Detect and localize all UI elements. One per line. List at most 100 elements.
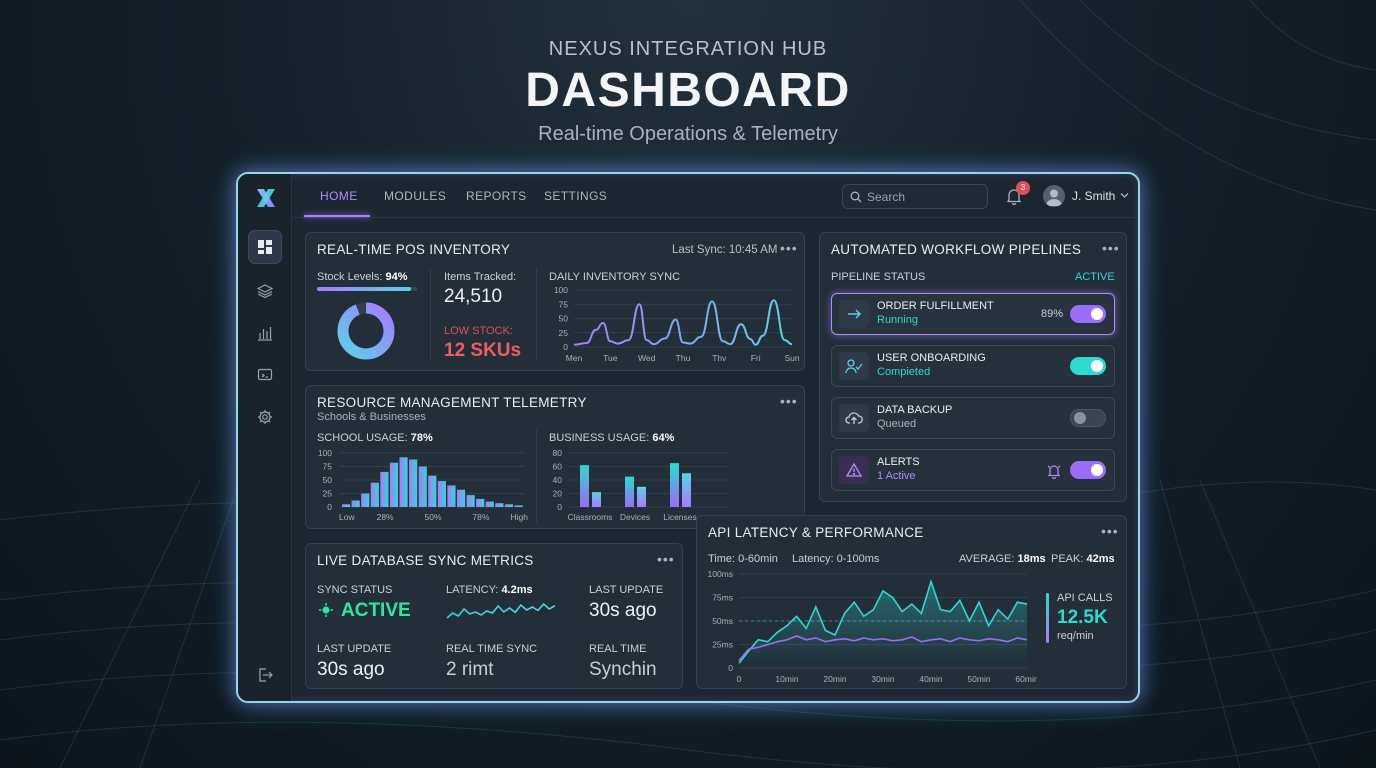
school-usage-bar (485, 501, 494, 507)
pipelines-more-button[interactable]: ••• (1102, 240, 1120, 256)
toggle-alerts[interactable] (1070, 461, 1106, 479)
x-tick-label: Tue (603, 353, 618, 363)
resource-subtitle: Schools & Businesses (317, 411, 426, 423)
business-usage: BUSINESS USAGE: 64% (549, 432, 674, 444)
pipeline-status: 1 Active (877, 470, 916, 482)
arrow-right-icon (848, 309, 862, 319)
school-usage-bar (476, 498, 485, 507)
x-tick-label: 10min (775, 674, 798, 684)
layers-icon (257, 284, 273, 299)
stock-donut (337, 302, 395, 360)
school-usage-bar (361, 493, 370, 507)
daily-sync-title: DAILY INVENTORY SYNC (549, 271, 681, 283)
pos-title: REAL-TIME POS INVENTORY (317, 242, 511, 257)
last-update-value: 30s ago (589, 600, 657, 621)
business-usage-bar (580, 465, 589, 507)
stock-progress-track (317, 287, 417, 291)
search-box[interactable] (842, 184, 988, 209)
avatar[interactable] (1043, 185, 1065, 207)
sidebar-reports-button[interactable] (248, 316, 282, 350)
hero-title: DASHBOARD (525, 64, 851, 117)
pipeline-order-fulfillment[interactable]: ORDER FULFILLMENT Running 89% (831, 293, 1115, 335)
sync-active-icon (319, 603, 333, 617)
x-tick-label: 30min (871, 674, 894, 684)
x-tick-label: High (510, 512, 528, 522)
api-more-button[interactable]: ••• (1101, 523, 1119, 539)
notification-badge: 3 (1016, 181, 1030, 195)
y-tick-label: 50 (559, 314, 569, 324)
x-tick-label: 40min (919, 674, 942, 684)
search-input[interactable] (867, 188, 977, 205)
alert-bell-icon[interactable] (1046, 463, 1062, 479)
sidebar-logout-button[interactable] (248, 658, 282, 692)
business-usage-bar (670, 463, 679, 507)
y-tick-label: 50 (323, 475, 333, 485)
toggle-data-backup[interactable] (1070, 409, 1106, 427)
pipeline-name: USER ONBOARDING (877, 352, 986, 364)
y-tick-label: 75ms (712, 593, 733, 603)
x-tick-label: Licenses (663, 512, 697, 522)
db-latency-line (446, 602, 556, 619)
api-peak-value: 42ms (1086, 553, 1115, 565)
x-tick-label: Wed (638, 353, 656, 363)
y-tick-label: 75 (559, 299, 569, 309)
x-tick-label: Low (339, 512, 355, 522)
user-name[interactable]: J. Smith (1072, 189, 1116, 203)
y-tick-label: 60 (553, 462, 563, 472)
y-tick-label: 100 (554, 285, 568, 295)
hero-super: NEXUS INTEGRATION HUB (548, 38, 828, 60)
last-sync: Last Sync: 10:45 AM (672, 244, 778, 256)
toggle-user-onboarding[interactable] (1070, 357, 1106, 375)
tab-settings[interactable]: SETTINGS (544, 189, 608, 203)
api-average-line (738, 635, 1028, 661)
school-usage-bar (428, 475, 437, 507)
tab-modules[interactable]: MODULES (384, 189, 447, 203)
pipelines-title: AUTOMATED WORKFLOW PIPELINES (831, 242, 1082, 257)
gear-icon (258, 410, 272, 424)
x-tick-label: Classrooms (568, 512, 613, 522)
pipeline-data-backup[interactable]: DATA BACKUP Queued (831, 397, 1115, 439)
resource-more-button[interactable]: ••• (780, 393, 798, 409)
dashboard-icon (258, 240, 272, 254)
sidebar-monitor-button[interactable] (248, 358, 282, 392)
cloud-upload-icon (845, 412, 863, 424)
pipeline-user-onboarding[interactable]: USER ONBOARDING Compieted (831, 345, 1115, 387)
hero-subtitle: Real-time Operations & Telemetry (538, 123, 838, 145)
pipeline-status: Queued (877, 418, 917, 430)
tab-home[interactable]: HOME (320, 189, 358, 203)
pos-more-button[interactable]: ••• (780, 240, 798, 256)
sidebar-layers-button[interactable] (248, 274, 282, 308)
logo-icon[interactable] (254, 186, 278, 210)
database-sync-card: LIVE DATABASE SYNC METRICS ••• SYNC STAT… (305, 543, 683, 689)
y-tick-label: 25 (559, 328, 569, 338)
low-stock-value: 12 SKUs (444, 340, 522, 361)
resource-telemetry-card: RESOURCE MANAGEMENT TELEMETRY Schools & … (305, 385, 805, 529)
pipeline-name: ALERTS (877, 456, 920, 468)
y-tick-label: 75 (323, 462, 333, 472)
db-title: LIVE DATABASE SYNC METRICS (317, 553, 534, 568)
chevron-down-icon[interactable] (1120, 192, 1129, 199)
db-latency: LATENCY: 4.2ms (446, 584, 533, 596)
pipeline-status: Running (877, 314, 918, 326)
business-usage-value: 64% (652, 432, 675, 444)
y-tick-label: 0 (563, 342, 568, 352)
sidebar-dashboard-button[interactable] (248, 230, 282, 264)
pipeline-name: ORDER FULFILLMENT (877, 300, 994, 312)
school-usage-bar (504, 504, 514, 507)
tab-reports[interactable]: REPORTS (466, 189, 527, 203)
toggle-order-fulfillment[interactable] (1070, 305, 1106, 323)
pipeline-alerts[interactable]: ALERTS 1 Active (831, 449, 1115, 491)
sidebar-settings-button[interactable] (248, 400, 282, 434)
x-tick-label: Sun (784, 353, 799, 363)
pipeline-status-label: PIPELINE STATUS (831, 271, 926, 283)
business-usage-chart: 80 60 40 20 0 Classrooms Devices Licenses (553, 448, 728, 522)
y-tick-label: 25ms (712, 640, 733, 650)
school-usage-bar (409, 459, 418, 507)
db-more-button[interactable]: ••• (657, 551, 675, 567)
stock-value: 94% (385, 271, 408, 283)
business-usage-bar (592, 492, 601, 507)
y-tick-label: 80 (553, 448, 563, 458)
y-tick-label: 0 (728, 663, 733, 673)
school-usage-bar (399, 457, 408, 507)
